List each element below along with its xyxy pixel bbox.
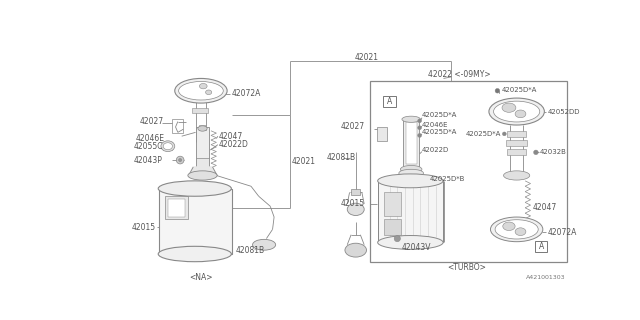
Text: 42072A: 42072A [547, 228, 577, 237]
Text: 42025D*A: 42025D*A [422, 112, 458, 118]
Text: <TURBO>: <TURBO> [447, 263, 486, 272]
Ellipse shape [401, 165, 422, 173]
Bar [196, 127, 209, 169]
Bar [406, 122, 417, 164]
Text: 42021: 42021 [355, 53, 379, 62]
Ellipse shape [200, 84, 207, 89]
Bar [159, 188, 232, 254]
Bar [504, 222, 512, 228]
Text: 42027: 42027 [341, 123, 365, 132]
Ellipse shape [402, 116, 420, 122]
Ellipse shape [502, 103, 516, 112]
Text: 42072A: 42072A [232, 89, 261, 98]
Ellipse shape [198, 126, 207, 131]
Text: 42021: 42021 [292, 157, 316, 166]
Text: <NA>: <NA> [189, 273, 212, 282]
Circle shape [495, 88, 500, 93]
Bar [508, 131, 526, 137]
Bar [188, 83, 196, 89]
Ellipse shape [161, 141, 175, 152]
Bar [378, 181, 444, 243]
Text: 42081B: 42081B [326, 153, 356, 162]
Bar [371, 81, 566, 262]
Text: 42022D: 42022D [422, 147, 449, 153]
Circle shape [502, 132, 506, 136]
Text: 42015: 42015 [341, 199, 365, 208]
Ellipse shape [503, 222, 515, 230]
Bar [376, 127, 387, 141]
Text: 42043V: 42043V [401, 243, 431, 252]
Text: 42022D: 42022D [219, 140, 248, 149]
Circle shape [418, 126, 422, 130]
Text: 42025D*A: 42025D*A [501, 87, 536, 93]
Bar [403, 119, 419, 169]
Ellipse shape [495, 220, 538, 239]
Ellipse shape [188, 171, 217, 180]
Circle shape [422, 177, 426, 180]
Bar [535, 241, 547, 252]
Ellipse shape [179, 82, 223, 100]
Bar [168, 198, 185, 217]
Ellipse shape [504, 171, 530, 180]
Ellipse shape [515, 228, 526, 236]
Bar [384, 192, 401, 215]
Text: 42025D*A: 42025D*A [422, 129, 458, 135]
Bar [511, 105, 519, 112]
Text: 42015: 42015 [132, 222, 156, 232]
Text: 42025D*A: 42025D*A [466, 131, 501, 137]
Text: A: A [387, 97, 392, 106]
Text: A421001303: A421001303 [525, 275, 565, 280]
Bar [196, 158, 209, 167]
Bar [172, 119, 183, 133]
Bar [383, 96, 396, 107]
Text: 42047: 42047 [533, 203, 557, 212]
Bar [504, 103, 513, 110]
Circle shape [534, 150, 538, 155]
Bar [200, 125, 205, 130]
Bar [193, 108, 208, 113]
Ellipse shape [493, 101, 540, 122]
Circle shape [418, 133, 422, 137]
Ellipse shape [253, 239, 276, 250]
Text: 42081B: 42081B [236, 246, 265, 255]
Polygon shape [189, 167, 217, 175]
Ellipse shape [348, 203, 364, 215]
Ellipse shape [158, 181, 232, 196]
Text: 42052DD: 42052DD [547, 108, 580, 115]
Bar [164, 196, 188, 219]
Text: 42047: 42047 [219, 132, 243, 141]
Ellipse shape [515, 110, 526, 118]
Text: 42025D*B: 42025D*B [429, 176, 465, 181]
Ellipse shape [490, 217, 543, 242]
Ellipse shape [378, 236, 443, 249]
Ellipse shape [175, 78, 227, 103]
Circle shape [418, 119, 422, 123]
Text: 42046E: 42046E [422, 122, 449, 128]
Circle shape [179, 158, 182, 162]
Ellipse shape [378, 174, 443, 188]
Bar [506, 140, 527, 146]
Ellipse shape [399, 169, 424, 177]
Text: 42032B: 42032B [540, 149, 566, 156]
Text: 42043P: 42043P [134, 156, 163, 164]
Bar [384, 219, 401, 235]
Bar [508, 149, 526, 156]
Ellipse shape [158, 246, 232, 262]
Text: 42027: 42027 [140, 117, 163, 126]
Text: A: A [539, 242, 544, 251]
Text: 42055C: 42055C [134, 142, 163, 151]
Ellipse shape [205, 90, 212, 95]
Text: 42046E: 42046E [136, 134, 164, 143]
Ellipse shape [163, 143, 172, 150]
Ellipse shape [489, 98, 545, 125]
Circle shape [394, 236, 401, 242]
Bar [351, 188, 360, 195]
Circle shape [176, 156, 184, 164]
Text: 42022 <-09MY>: 42022 <-09MY> [428, 70, 491, 79]
Ellipse shape [345, 243, 367, 257]
